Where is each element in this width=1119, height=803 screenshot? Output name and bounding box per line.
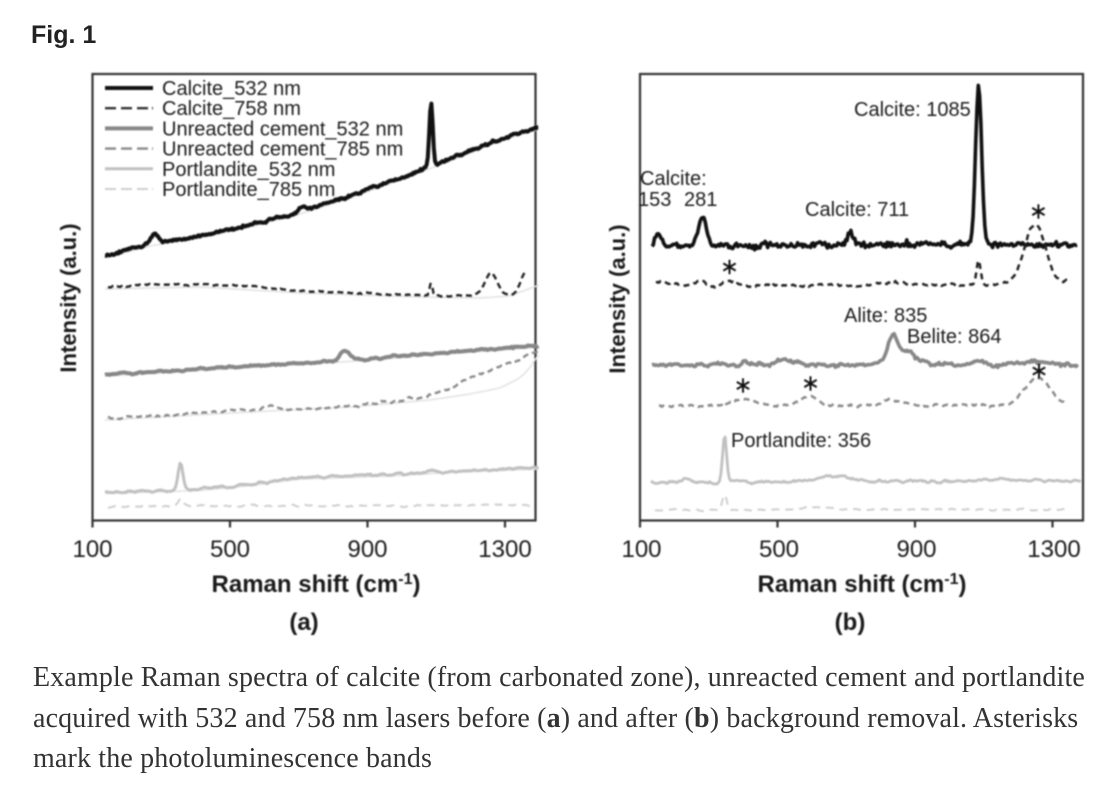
svg-text:1300: 1300 xyxy=(1027,536,1080,563)
svg-text:Portlandite_532 nm: Portlandite_532 nm xyxy=(162,159,335,181)
svg-text:Calcite: 1085: Calcite: 1085 xyxy=(854,99,971,121)
svg-text:100: 100 xyxy=(72,536,112,563)
svg-text:Unreacted cement_532 nm: Unreacted cement_532 nm xyxy=(162,118,403,140)
svg-text:153: 153 xyxy=(638,189,671,211)
svg-text:(b): (b) xyxy=(835,609,866,636)
svg-text:Calcite: 711: Calcite: 711 xyxy=(805,199,909,221)
svg-text:281: 281 xyxy=(684,189,717,211)
svg-text:Raman shift (cm-1): Raman shift (cm-1) xyxy=(212,571,421,598)
svg-text:Belite: 864: Belite: 864 xyxy=(907,326,1002,348)
svg-text:Portlandite: 356: Portlandite: 356 xyxy=(731,430,871,452)
svg-text:Unreacted cement_785 nm: Unreacted cement_785 nm xyxy=(162,139,403,161)
svg-text:500: 500 xyxy=(210,536,250,563)
svg-text:Calcite_758 nm: Calcite_758 nm xyxy=(162,98,301,120)
svg-text:500: 500 xyxy=(759,536,799,563)
svg-text:900: 900 xyxy=(896,536,936,563)
svg-text:Intensity (a.u.): Intensity (a.u.) xyxy=(605,224,630,373)
svg-text:1300: 1300 xyxy=(478,536,531,563)
svg-text:Calcite:: Calcite: xyxy=(640,168,707,190)
svg-text:(a): (a) xyxy=(289,609,318,636)
svg-text:Raman shift (cm-1): Raman shift (cm-1) xyxy=(758,571,967,598)
svg-text:Intensity (a.u.): Intensity (a.u.) xyxy=(56,223,81,372)
svg-text:100: 100 xyxy=(621,536,661,563)
svg-text:Portlandite_785 nm: Portlandite_785 nm xyxy=(162,179,335,201)
svg-text:Alite: 835: Alite: 835 xyxy=(844,305,927,327)
svg-text:Calcite_532 nm: Calcite_532 nm xyxy=(162,78,301,100)
svg-text:900: 900 xyxy=(347,536,387,563)
